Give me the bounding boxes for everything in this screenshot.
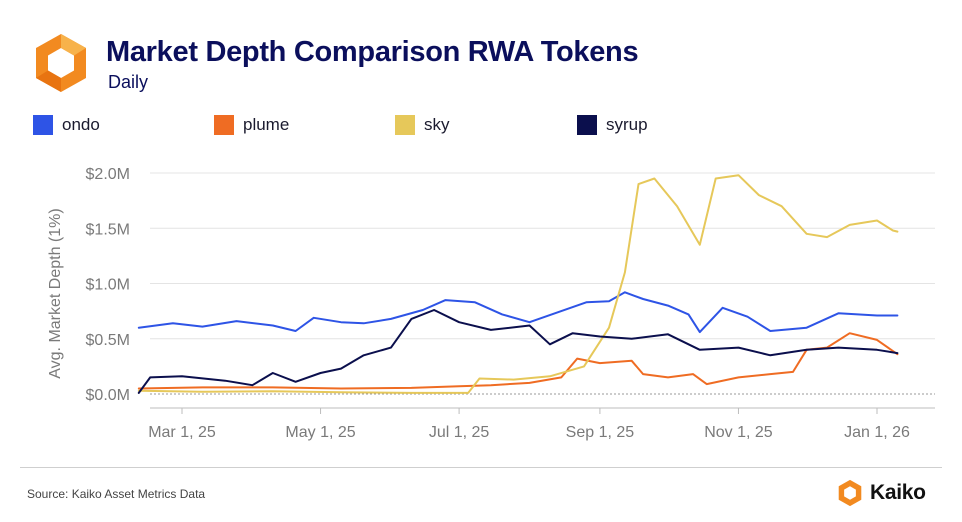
legend-swatch-plume: [214, 115, 234, 135]
kaiko-brand-icon: [838, 479, 862, 507]
series-line-syrup: [137, 309, 899, 394]
x-tick-label: Jul 1, 25: [429, 424, 490, 441]
kaiko-logo-icon: [36, 34, 86, 92]
source-note: Source: Kaiko Asset Metrics Data: [27, 487, 206, 501]
brand-footer: Kaiko: [836, 479, 926, 507]
chart-subtitle: Daily: [108, 72, 149, 92]
x-tick-label: Nov 1, 25: [704, 424, 773, 441]
x-tick-label: Sep 1, 25: [566, 424, 635, 441]
y-axis-title: Avg. Market Depth (1%): [47, 208, 64, 378]
x-tick-label: May 1, 25: [285, 424, 355, 441]
x-tick-label: Jan 1, 26: [844, 424, 910, 441]
x-tick-label: Mar 1, 25: [148, 424, 216, 441]
chart-title: Market Depth Comparison RWA Tokens: [106, 36, 639, 68]
legend-label-sky: sky: [424, 115, 450, 134]
y-tick-label: $2.0M: [86, 166, 130, 183]
y-tick-label: $1.5M: [86, 221, 130, 238]
footer-divider: [20, 467, 942, 468]
legend-item-ondo[interactable]: ondo: [33, 115, 100, 135]
brand-name: Kaiko: [870, 481, 926, 504]
series-line-sky: [137, 174, 899, 394]
line-chart: $0.0M $0.5M $1.0M $1.5M $2.0M Avg. Market Dep…: [47, 166, 935, 441]
y-tick-label: $0.0M: [86, 387, 130, 404]
legend-item-plume[interactable]: plume: [214, 115, 289, 135]
legend-item-sky[interactable]: sky: [395, 115, 450, 135]
series-line-plume: [137, 332, 899, 390]
y-tick-label: $1.0M: [86, 277, 130, 294]
legend-item-syrup[interactable]: syrup: [577, 115, 648, 135]
legend-swatch-syrup: [577, 115, 597, 135]
legend-swatch-sky: [395, 115, 415, 135]
legend-label-ondo: ondo: [62, 115, 100, 134]
legend-swatch-ondo: [33, 115, 53, 135]
y-tick-label: $0.5M: [86, 332, 130, 349]
legend-label-plume: plume: [243, 115, 290, 134]
legend-label-syrup: syrup: [606, 115, 648, 134]
series-line-ondo: [137, 291, 899, 334]
